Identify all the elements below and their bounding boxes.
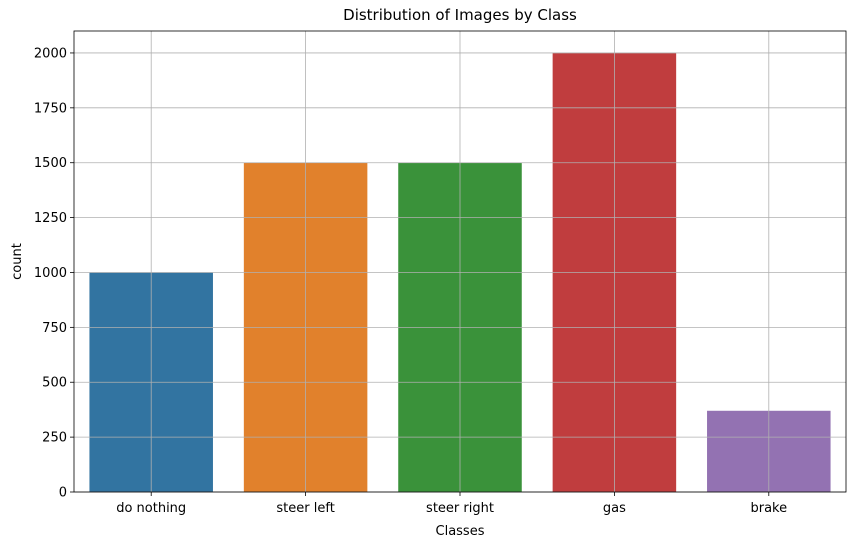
x-tick-label: brake — [750, 501, 787, 516]
y-tick-label: 1500 — [34, 156, 67, 171]
chart-title: Distribution of Images by Class — [343, 6, 577, 24]
y-tick-label: 500 — [42, 376, 67, 391]
grid-front-layer — [74, 31, 846, 493]
y-tick-label: 1000 — [34, 266, 67, 281]
y-tick-label: 2000 — [34, 46, 67, 61]
axis-layer: 0 250 500 750 1000 1250 1500 1750 2000 do nothing… — [34, 30, 847, 516]
x-tick-label: steer right — [426, 501, 494, 516]
y-tick-label: 750 — [42, 321, 67, 336]
x-tick-label: do nothing — [116, 501, 186, 516]
x-tick-label: steer left — [276, 501, 334, 516]
y-tick-label: 1250 — [34, 211, 67, 226]
x-axis-title: Classes — [436, 524, 485, 539]
y-tick-label: 250 — [42, 431, 67, 446]
y-tick-label: 1750 — [34, 101, 67, 116]
x-tick-label: gas — [603, 501, 626, 516]
y-axis-title: count — [10, 243, 25, 280]
y-tick-label: 0 — [59, 486, 67, 501]
